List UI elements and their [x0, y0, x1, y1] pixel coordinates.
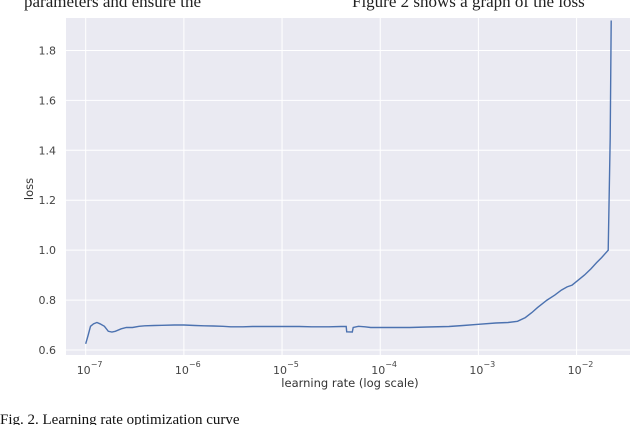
top-text-left: parameters and ensure the: [24, 0, 201, 11]
x-tick-label: 10: [175, 364, 189, 377]
y-axis-label: loss: [22, 178, 36, 200]
top-text-right: Figure 2 shows a graph of the loss: [352, 0, 585, 11]
vertical-gridlines: [85, 18, 578, 355]
x-tick-label: 10: [568, 364, 582, 377]
y-tick-label: 1.2: [39, 194, 57, 207]
loss-curve-line: [85, 20, 612, 344]
x-tick-label: 10: [273, 364, 287, 377]
x-tick-exponent: −6: [189, 360, 201, 369]
y-tick-label: 1.8: [39, 44, 57, 57]
y-tick-label: 1.6: [39, 94, 57, 107]
y-tick-labels: 0.6 0.8 1.0 1.2 1.4 1.6 1.8: [39, 44, 57, 357]
x-tick-exponent: −2: [582, 360, 594, 369]
x-tick-exponent: −5: [287, 360, 299, 369]
x-tick-label: 10: [371, 364, 385, 377]
y-tick-label: 0.6: [39, 344, 57, 357]
y-tick-label: 1.4: [39, 144, 57, 157]
x-tick-exponent: −7: [91, 360, 103, 369]
x-tick-exponent: −4: [385, 360, 397, 369]
horizontal-gridlines: [66, 49, 630, 351]
plot-area: [66, 18, 630, 355]
top-body-text: parameters and ensure the Figure 2 shows…: [0, 0, 640, 11]
y-tick-label: 0.8: [39, 294, 57, 307]
x-tick-labels: 10 −7 10 −6 10 −5 10 −4 10 −3 10 −2: [77, 360, 594, 377]
x-axis-label: learning rate (log scale): [281, 376, 418, 390]
figure-caption: Fig. 2. Learning rate optimization curve: [0, 412, 240, 425]
y-tick-label: 1.0: [39, 244, 57, 257]
x-tick-exponent: −3: [483, 360, 495, 369]
x-tick-label: 10: [469, 364, 483, 377]
x-tick-label: 10: [77, 364, 91, 377]
learning-rate-chart: 0.60.81.01.21.41.61.8 10 −7 10 −6 10 −5 10 −4 10…: [22, 18, 630, 390]
